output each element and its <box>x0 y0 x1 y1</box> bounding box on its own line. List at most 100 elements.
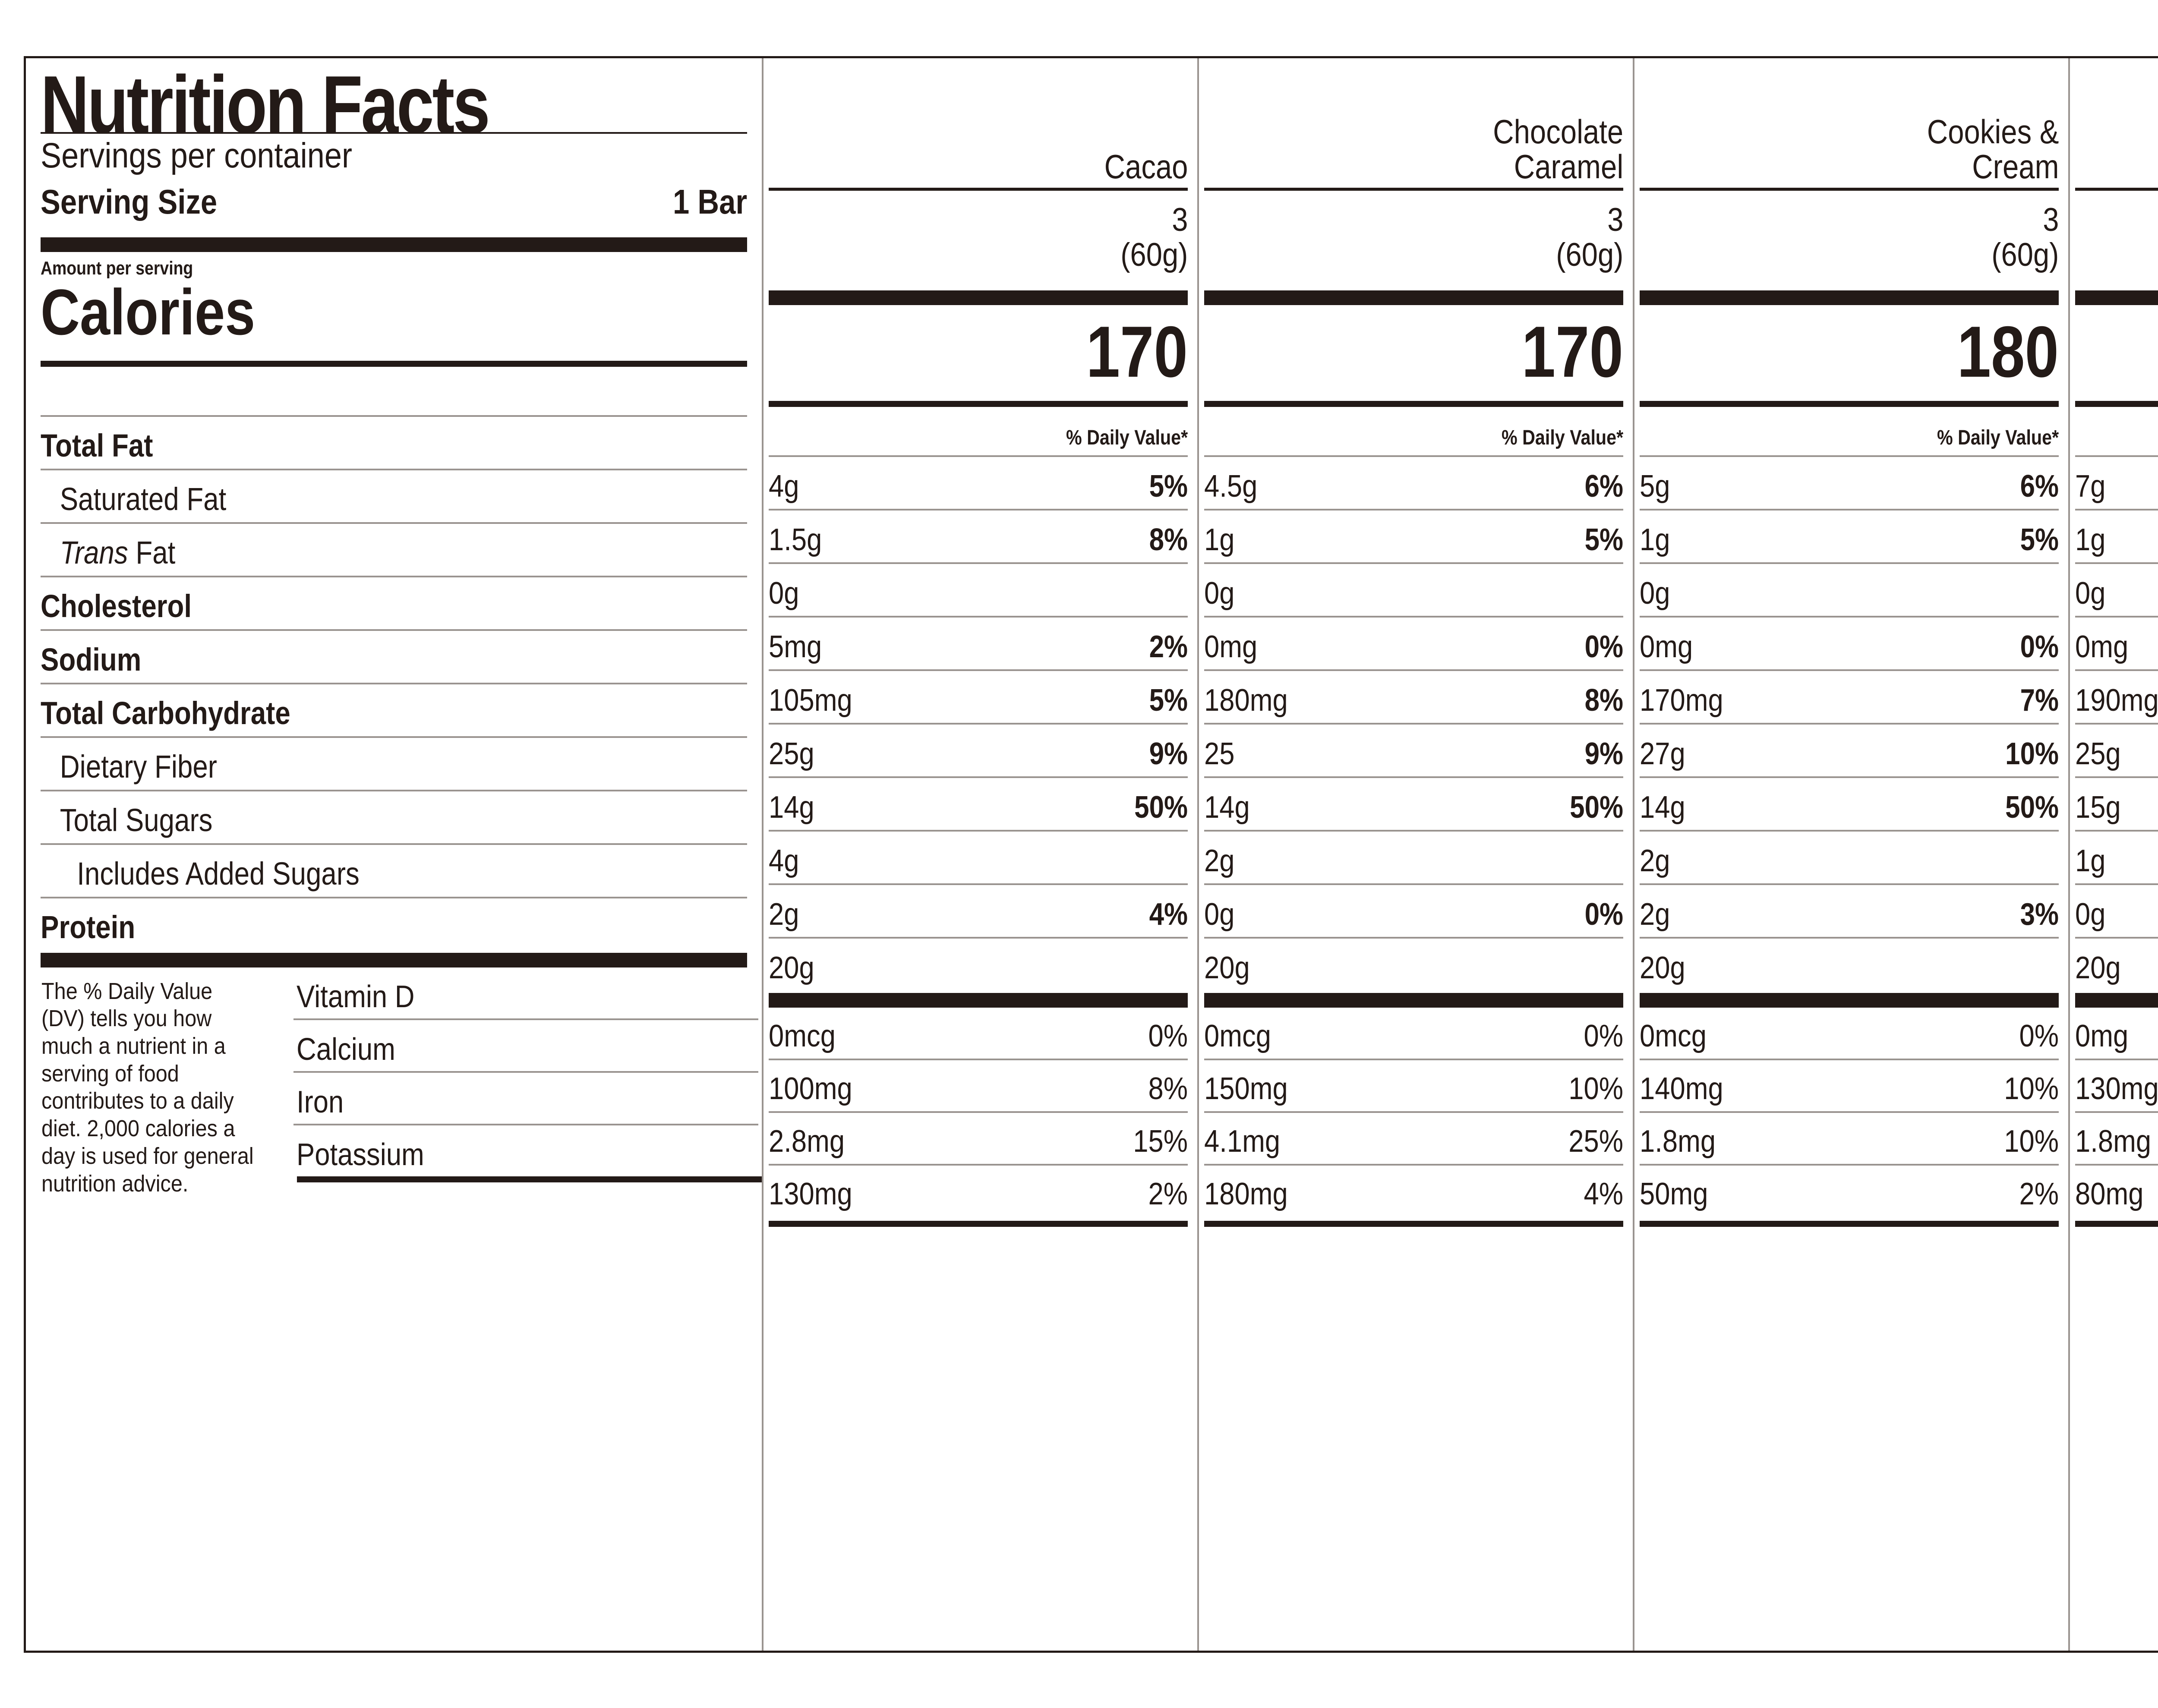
flavor-header-rule <box>2075 188 2158 191</box>
micronutrient-value-rule <box>1204 1059 1623 1061</box>
nutrient-value-row: 190mg8% <box>2070 671 2158 723</box>
micronutrient-value-row: 80mg2% <box>2070 1166 2158 1216</box>
micronutrient-value-row: 50mg 2% <box>1634 1166 2068 1216</box>
calories-med-rule <box>1204 401 1623 407</box>
footer-thick-rule <box>41 952 747 967</box>
nutrient-value-rule <box>1204 509 1623 511</box>
nutrient-value-row: 1g5% <box>2070 511 2158 562</box>
nutrient-value-rule <box>1640 883 2059 886</box>
nutrient-names-column: Nutrition Facts Servings per container S… <box>26 58 762 1651</box>
nutrient-value-rule <box>2075 937 2158 939</box>
micronutrient-bottom-rule <box>1640 1221 2059 1227</box>
nutrient-amount: 0mg <box>1204 630 1258 665</box>
flavor-column-cacao: Cacao 3 (60g) 170 % Daily Value* 4g 5% 1.5g 8% 0g… <box>764 58 1197 1651</box>
flavor-name-header: Cacao <box>764 58 1197 188</box>
serving-thick-rule <box>41 237 747 252</box>
micronutrient-daily-value: 10% <box>2004 1071 2059 1106</box>
nutrient-amount: 0mg <box>1640 630 1693 665</box>
calories-value-block: 180 <box>1634 305 2068 388</box>
micronutrient-value-rule <box>1204 1164 1623 1166</box>
flavor-column-cookies-cream: Cookies & Cream 3 (60g) 180 % Daily Value* 5g 6… <box>1634 58 2068 1651</box>
column-separator-3 <box>1633 58 1634 1651</box>
nutrient-value-rule <box>769 562 1188 564</box>
serving-size-weight: (60g) <box>1120 236 1188 273</box>
micronutrient-value-row: 2.8mg 15% <box>764 1113 1197 1164</box>
nutrient-value-row: 7g9% <box>2070 457 2158 509</box>
nutrient-daily-value: 9% <box>1584 737 1623 772</box>
nutrient-daily-value: 6% <box>2020 469 2059 504</box>
nutrient-label-list: Total Fat Saturated Fat Trans Fat Cholester… <box>26 415 762 950</box>
column-separator-2 <box>1197 58 1199 1651</box>
micronutrient-amount: 180mg <box>1204 1177 1288 1212</box>
nutrient-value-row: 14g 50% <box>1199 778 1633 830</box>
footer-rule-wrap <box>26 952 762 967</box>
nutrient-label-row: Total Sugars <box>41 791 747 843</box>
calories-value: 180 <box>1957 311 2059 393</box>
flavor-name-line-1: Chocolate <box>1492 112 1623 151</box>
micronutrient-amount: 130mg <box>2075 1071 2158 1106</box>
nutrient-value-rule <box>1640 509 2059 511</box>
micronutrient-amount: 140mg <box>1640 1071 1723 1106</box>
nutrient-label-row: Cholesterol <box>41 577 747 629</box>
flavor-column-peanut-butter: Peanut Butter3(60g) 190 % Daily Value*7g9%… <box>2070 58 2158 1651</box>
nutrient-amount: 0mg <box>2075 630 2129 665</box>
nutrient-amount: 1g <box>2075 523 2106 558</box>
micronutrient-amount: 4.1mg <box>1204 1124 1281 1159</box>
left-header-block: Nutrition Facts <box>26 64 762 145</box>
nutrient-value-row: 2g <box>1634 832 2068 883</box>
serving-rule-wrap <box>26 237 762 252</box>
nutrient-daily-value: 7% <box>2020 683 2059 718</box>
nutrient-values-list: 5g 6% 1g 5% 0g 0mg 0% 170mg 7% 27g 10% 14g 50% 2g 2g 3%… <box>1634 455 2068 990</box>
nutrient-daily-value: 0% <box>1584 630 1623 665</box>
micronutrient-top-rule <box>1204 993 1623 1008</box>
calories-block: Amount per serving Calories <box>26 258 762 344</box>
micronutrient-row-rule <box>293 1123 758 1125</box>
micronutrient-amount: 0mcg <box>1204 1019 1271 1054</box>
flavor-name-line-1: Cacao <box>1104 147 1188 186</box>
nutrient-amount: 15g <box>2075 790 2121 825</box>
nutrient-daily-value: 50% <box>1570 790 1623 825</box>
nutrient-values-list: 4g 5% 1.5g 8% 0g 5mg 2% 105mg 5% 25g 9% 14g 50% 4g 2g 4… <box>764 455 1197 990</box>
calories-med-rule-wrap <box>1634 401 2068 407</box>
nutrient-value-row: 2g 3% <box>1634 885 2068 937</box>
nutrient-amount: 7g <box>2075 469 2106 504</box>
micronutrient-amount: 2.8mg <box>769 1124 845 1159</box>
nutrient-value-row: 0g <box>1634 564 2068 616</box>
flavor-header-rule-wrap <box>1634 188 2068 191</box>
flavor-name: Chocolate Caramel <box>1493 114 1623 184</box>
nutrient-value-rule <box>1640 562 2059 564</box>
calories-med-rule <box>41 360 747 367</box>
nutrient-value-row: 170mg 7% <box>1634 671 2068 723</box>
micronutrient-amount: 80mg <box>2075 1177 2144 1212</box>
nutrient-row-rule <box>41 522 747 524</box>
nutrient-amount: 20g <box>1204 951 1250 986</box>
footer-block: The % Daily Value (DV) tells you how muc… <box>26 967 762 1198</box>
nutrient-daily-value: 5% <box>2020 523 2059 558</box>
daily-value-header: % Daily Value* <box>1937 426 2059 450</box>
servings-values: 3 (60g) <box>1120 202 1188 273</box>
nutrient-value-rule <box>2075 669 2158 671</box>
nutrient-value-rule <box>2075 509 2158 511</box>
nutrient-value-rule <box>1204 669 1623 671</box>
nutrient-value-rule <box>2075 830 2158 832</box>
nutrient-value-rule <box>1640 776 2059 778</box>
nutrient-value-row: 15g54% <box>2070 778 2158 830</box>
nutrient-value-row: 5mg 2% <box>764 618 1197 669</box>
nutrient-amount: 14g <box>1640 790 1685 825</box>
nutrient-value-rule <box>1640 669 2059 671</box>
nutrient-value-row: 0mg 0% <box>1634 618 2068 669</box>
serving-size-row: Serving Size 1 Bar <box>41 184 747 219</box>
micronutrient-bottom-rule <box>297 1176 762 1182</box>
nutrient-value-rule <box>1640 830 2059 832</box>
nutrient-value-row: 14g 50% <box>1634 778 2068 830</box>
nutrient-value-row: 20g <box>764 939 1197 990</box>
micronutrient-values-list: 0mcg 0% 100mg 8% 2.8mg 15% 130mg 2% <box>764 1008 1197 1216</box>
micronutrient-label: Calcium <box>297 1032 395 1067</box>
nutrient-value-rule <box>769 776 1188 778</box>
nutrient-daily-value: 8% <box>1149 523 1188 558</box>
nutrient-label: Dietary Fiber <box>60 748 217 785</box>
nutrient-label-row: Total Fat <box>41 417 747 469</box>
